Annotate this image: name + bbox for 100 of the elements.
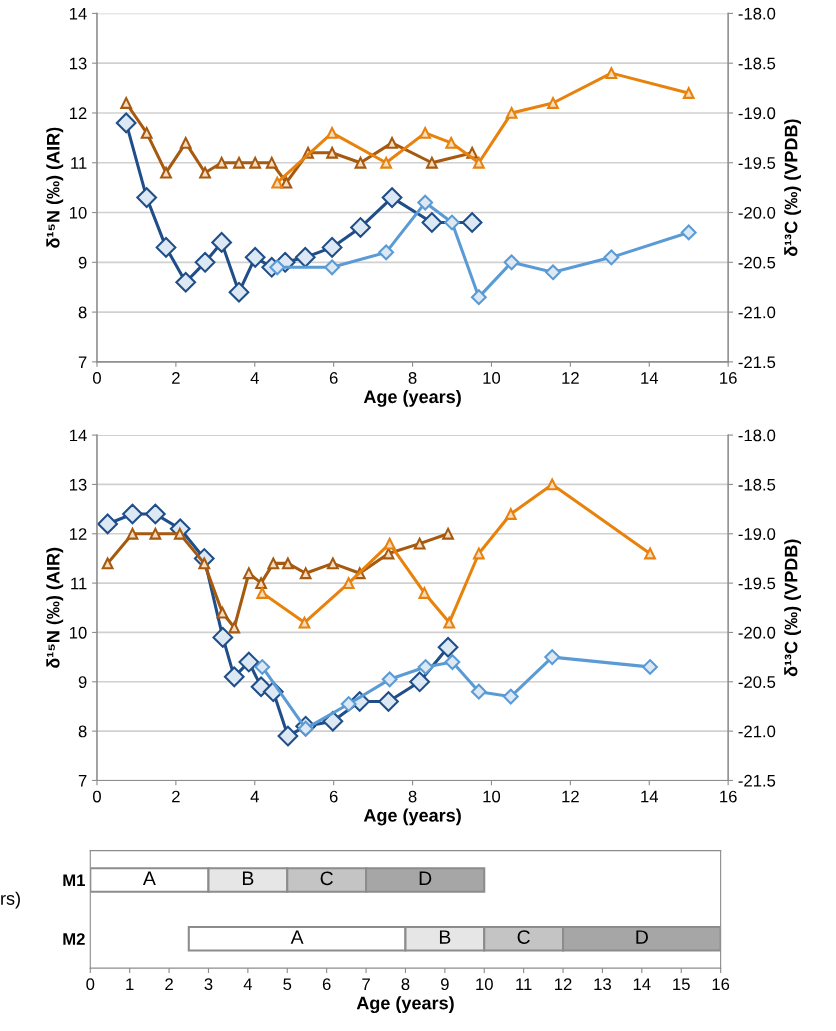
x-tick-label: 14 (641, 790, 659, 803)
point (425, 156, 438, 169)
y2-tick-label: -20.0 (738, 206, 776, 219)
x-axis-title: Age (years) (363, 808, 461, 826)
x-tick-label: 14 (633, 978, 651, 990)
point (417, 194, 434, 211)
data-label: D (636, 930, 648, 944)
y-tick-label: 14 (69, 7, 87, 20)
x-tick-label: 0 (86, 978, 95, 991)
x-tick-label: 11 (516, 978, 532, 990)
y2-tick-label: -20.5 (738, 256, 776, 269)
point (101, 557, 114, 570)
y-tick-label: 10 (69, 206, 87, 219)
y-tick-label: 13 (69, 57, 87, 70)
point (386, 136, 398, 149)
y-tick-label: 9 (78, 256, 87, 269)
point (419, 126, 432, 139)
point (409, 671, 431, 693)
y2-tick-label: -21.0 (738, 306, 776, 319)
y2-tick-label: -21.0 (738, 725, 776, 738)
point (271, 176, 284, 189)
point (254, 659, 271, 675)
x-tick-label: 16 (720, 372, 737, 384)
y-tick-label: 14 (69, 429, 87, 442)
y-tick-label: M2 (63, 933, 85, 945)
point (682, 87, 695, 99)
x-tick-label: 0 (92, 372, 101, 384)
point (547, 97, 559, 109)
point (503, 254, 520, 271)
x-tick-label: 15 (673, 978, 690, 991)
x-tick-label: 10 (483, 372, 501, 384)
point (255, 577, 267, 590)
x-tick-label: 2 (172, 372, 180, 384)
x-tick-label: 12 (562, 372, 579, 384)
point (417, 659, 434, 675)
x-tick-label: 4 (243, 978, 253, 990)
point (340, 696, 357, 712)
point (126, 527, 139, 540)
y-tick-label: 7 (78, 775, 87, 787)
point (378, 691, 399, 712)
point (216, 606, 229, 619)
point (413, 537, 426, 550)
x-tick-label: 12 (555, 978, 572, 990)
y2-tick-label: -19.0 (738, 528, 776, 540)
point (546, 478, 559, 491)
point (97, 513, 118, 535)
point (160, 166, 172, 179)
x-tick-label: 4 (250, 790, 259, 803)
point (322, 710, 344, 732)
point (194, 251, 216, 273)
y2-tick-label: -18.5 (738, 478, 776, 491)
point (470, 289, 487, 306)
x-tick-label: 12 (562, 790, 579, 803)
x-tick-label: 1 (126, 978, 134, 990)
x-tick-label: 16 (720, 790, 737, 803)
point (144, 503, 166, 525)
y-tick-label: 13 (69, 478, 87, 491)
point (505, 107, 518, 119)
y-tick-label: 8 (78, 306, 87, 319)
point (115, 112, 137, 134)
point (680, 224, 697, 241)
point (603, 249, 620, 266)
data-label: D (419, 871, 432, 885)
point (342, 577, 355, 590)
y2-tick-label: -21.5 (738, 774, 776, 787)
y2-tick-label: -19.0 (738, 107, 776, 120)
point (472, 547, 485, 560)
point (233, 156, 245, 169)
point (228, 621, 241, 634)
data-label: A (142, 871, 156, 885)
point (324, 259, 340, 276)
x-tick-label: 6 (322, 978, 331, 991)
x-tick-label: 2 (172, 790, 180, 803)
point (321, 237, 343, 258)
x-tick-label: 14 (641, 372, 659, 384)
point (642, 659, 658, 675)
point (140, 126, 153, 139)
data-label: C (320, 871, 333, 886)
x-tick-label: 7 (362, 978, 370, 990)
point (378, 244, 395, 261)
x-tick-label: 6 (329, 372, 338, 384)
y2-tick-label: -19.5 (738, 577, 776, 590)
point (136, 187, 158, 208)
data-label: C (517, 930, 530, 944)
x-tick-label: 9 (441, 978, 449, 991)
y2-axis-title: δ¹³C (‰) (VPDB) (784, 539, 802, 677)
point (444, 654, 461, 670)
point (149, 527, 162, 540)
point (443, 616, 456, 629)
point (381, 671, 398, 688)
y-tick-label: 11 (71, 157, 87, 169)
point (223, 666, 245, 688)
y-tick-label: 7 (78, 356, 87, 368)
point (472, 156, 485, 169)
x-tick-label: 16 (712, 978, 730, 991)
point (298, 616, 311, 629)
data-label: A (290, 930, 304, 944)
y2-tick-label: -18.5 (738, 57, 776, 70)
point (437, 636, 459, 658)
x-tick-label: 10 (483, 790, 501, 803)
